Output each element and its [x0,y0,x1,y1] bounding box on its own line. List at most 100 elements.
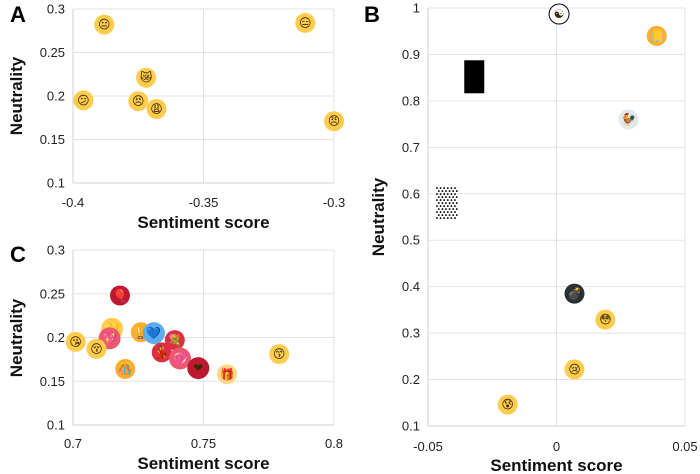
panel-c: 0.1 0.15 0.2 0.25 0.3 0.7 0.75 0.8 Sentiment sco… [7,242,343,473]
point-dotted-rectangle [436,187,458,219]
point-confetti-ball: 🎊 [115,359,136,379]
point-revolving-hearts: 💞 [169,347,192,370]
rooster-icon [618,109,639,130]
face-blowing-kiss-icon [65,331,86,352]
point-face-blowing-kiss: 😘 [65,331,86,352]
red-heart-glyph: ❤ [193,361,203,375]
bouquet-glyph: 💐 [167,332,182,347]
y-tick-label: 0.15 [40,374,65,389]
crying-face-icon [564,359,585,380]
point-persevering-face: 😣 [128,91,149,112]
crying-face-glyph: 😢 [568,362,581,376]
face-blowing-kiss-glyph: 😘 [69,335,82,349]
y-tick-label: 1 [413,1,420,16]
wrapped-gift-icon [216,364,237,385]
y-tick-label: 0.4 [402,279,420,294]
point-balloon: 🎈 [109,285,130,306]
point-yin-yang: ☯ [548,3,570,25]
point-bouquet: 💐 [164,330,185,351]
kissing-face-smiling-eyes-glyph: 😙 [273,347,286,361]
yin-yang-glyph: ☯ [554,7,565,21]
x-axis-title: Sentiment score [137,454,269,473]
y-tick-label: 0.6 [402,186,420,201]
expressionless-face-icon [295,12,316,33]
blue-heart-glyph: 💙 [146,326,161,340]
y-tick-label: 0.25 [40,45,65,60]
y-tick-label: 0.15 [40,132,65,147]
point-confused-face: 😕 [73,90,94,111]
point-red-heart: ❤ [187,357,210,380]
point-crying-cat-face: 😿 [136,67,157,88]
balloon-glyph: 🎈 [113,288,128,303]
x-tick-label: 0.05 [672,439,697,454]
y-tick-label: 0.2 [47,330,65,345]
angry-face-icon [324,111,344,132]
bomb-icon [564,283,585,304]
point-blue-heart: 💙 [142,322,165,345]
revolving-hearts-icon [169,347,192,370]
point-expressionless-face: 😑 [295,12,316,33]
red-heart-icon [187,357,210,380]
neutral-face-glyph: 😐 [98,18,111,32]
panel-b: 0.1 0.2 0.3 0.4 0.5 0.6 0.7 0.8 0.9 1 -0.05 0 0.05 Se… [364,1,698,474]
y-tick-label: 0.2 [47,89,65,104]
point-anxious-face-with-sweat: 😰 [497,394,518,415]
weary-face-icon [146,99,167,120]
point-rooster: 🐓 [618,109,639,130]
y-axis-title: Neutrality [7,298,26,377]
x-tick-label: 0.7 [64,436,82,451]
x-tick-label: -0.05 [413,439,443,454]
x-tick-label: 0.8 [325,436,343,451]
x-tick-label: -0.3 [323,195,345,210]
y-tick-label: 0.8 [402,93,420,108]
y-tick-label: 0.2 [402,372,420,387]
bouquet-icon [164,330,185,351]
y-tick-label: 0.5 [402,233,420,248]
anxious-face-with-sweat-glyph: 😰 [501,398,514,412]
weary-face-glyph: 😩 [150,102,163,116]
bomb-glyph: 💣 [567,287,582,302]
x-axis-title: Sentiment score [137,213,269,232]
persevering-face-icon [128,91,149,112]
point-flushed-face: 😳 [595,309,616,330]
persevering-face-glyph: 😣 [132,94,145,108]
woman-dancing-glyph: 💃 [154,345,169,359]
x-tick-label: -0.4 [62,195,84,210]
y-axis-title: Neutrality [7,56,26,135]
balloon-icon [109,285,130,306]
confused-face-icon [73,90,94,111]
confused-face-glyph: 😕 [77,93,90,107]
crying-cat-face-glyph: 😿 [140,71,153,85]
confetti-ball-glyph: 🎊 [118,361,133,376]
y-tick-label: 0.7 [402,140,420,155]
y-tick-label: 0.1 [47,176,65,191]
ledger-notebook-glyph: 📒 [649,29,664,43]
y-tick-label: 0.3 [47,2,65,17]
point-ledger-notebook: 📒 [646,25,667,46]
x-axis-title: Sentiment score [490,456,622,474]
kissing-face-closed-eyes-glyph: 😚 [90,342,103,356]
point-bomb: 💣 [564,283,585,304]
point-weary-face: 😩 [146,99,167,120]
x-tick-label: 0 [553,439,560,454]
woman-dancing-icon [151,342,172,363]
panel-label: C [10,242,26,267]
flushed-face-glyph: 😳 [599,313,612,327]
point-black-rectangle [464,60,485,94]
anxious-face-with-sweat-icon [497,394,518,415]
panel-label: B [364,2,380,27]
neutral-face-icon [94,14,115,35]
kissing-face-closed-eyes-icon [86,338,107,359]
panel-a: 0.1 0.15 0.2 0.25 0.3 -0.4 -0.35 -0.3 Sentiment … [7,2,345,233]
kissing-face-smiling-eyes-icon [269,344,290,365]
revolving-hearts-glyph: 💞 [173,352,188,366]
confetti-ball-icon [115,359,136,379]
expressionless-face-glyph: 😑 [299,16,312,30]
crying-cat-face-icon [136,67,157,88]
flushed-face-icon [595,309,616,330]
point-angry-face: 😠 [324,111,344,132]
y-tick-label: 0.1 [402,419,420,434]
point-kissing-face-smiling-eyes: 😙 [269,344,290,365]
x-tick-label: 0.75 [191,436,216,451]
